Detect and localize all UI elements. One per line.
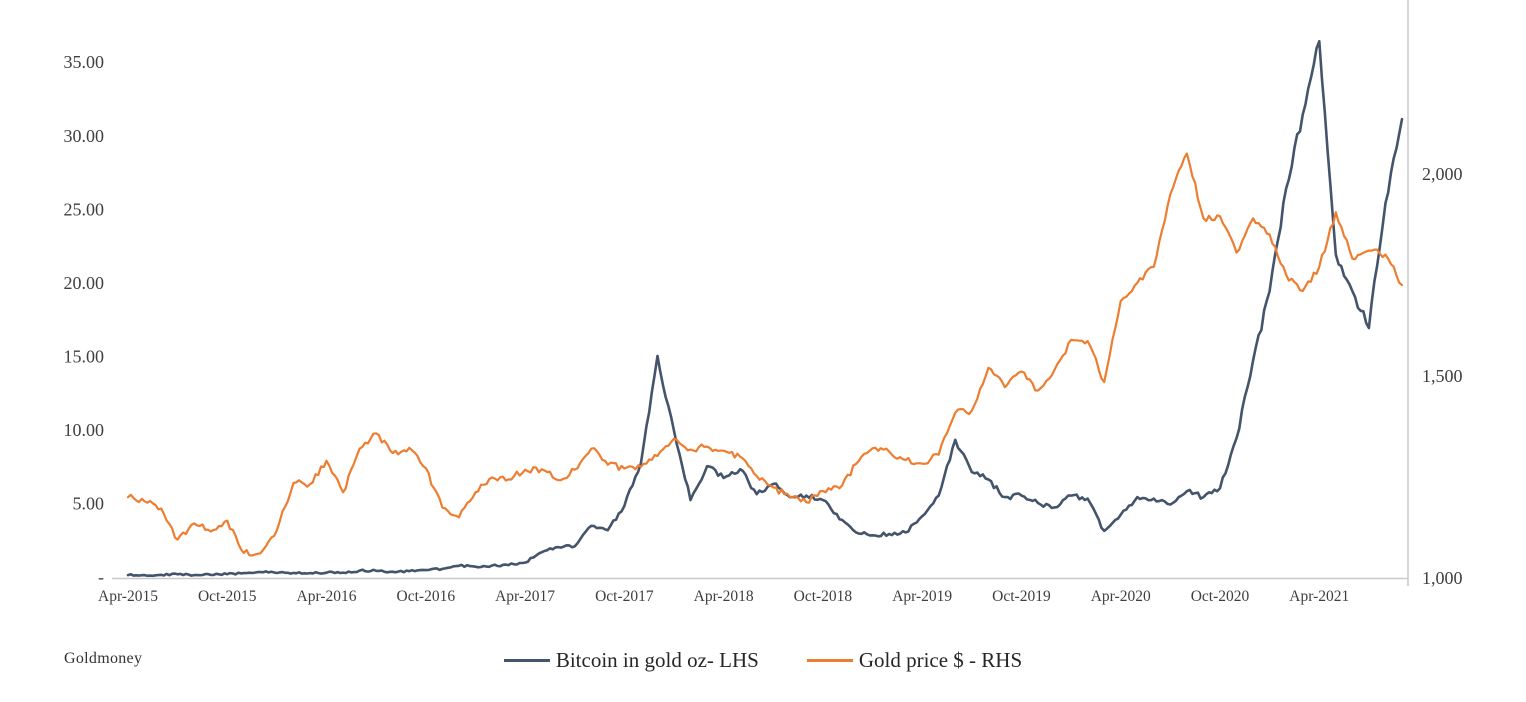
left-axis-tick-label: 25.00 (64, 199, 105, 219)
gold-line-swatch (806, 659, 853, 662)
left-axis-tick-label: - (98, 567, 104, 587)
x-axis-tick-label: Apr-2020 (1091, 588, 1151, 605)
x-axis-tick-label: Oct-2020 (1191, 588, 1250, 605)
left-axis-tick-label: 20.00 (64, 273, 105, 293)
x-axis-tick-label: Apr-2021 (1289, 588, 1349, 605)
x-axis-tick-label: Oct-2019 (992, 588, 1051, 605)
left-axis-tick-label: 30.00 (64, 126, 105, 146)
legend-label-gold: Gold price $ - RHS (858, 648, 1023, 672)
legend-item-bitcoin: Bitcoin in gold oz- LHS (503, 648, 759, 673)
legend-label-bitcoin: Bitcoin in gold oz- LHS (555, 648, 759, 672)
bitcoin-line (126, 39, 1404, 578)
left-axis-tick-label: 10.00 (64, 420, 105, 440)
x-axis-tick-label: Apr-2018 (694, 588, 754, 605)
gold-line (126, 152, 1404, 557)
left-axis-tick-label: 15.00 (64, 346, 105, 366)
legend-item-gold: Gold price $ - RHS (806, 648, 1023, 673)
x-axis-tick-label: Oct-2017 (595, 588, 654, 605)
dual-axis-line-chart: - 5.00 10.00 15.00 20.00 25.00 30.00 35.00 1,000… (64, 0, 1463, 605)
x-axis-tick-label: Oct-2018 (794, 588, 853, 605)
x-axis-tick-label: Apr-2019 (892, 588, 952, 605)
right-axis-tick-label: 2,000 (1422, 164, 1463, 184)
bitcoin-line-swatch (503, 659, 550, 662)
attribution: Goldmoney (64, 650, 143, 667)
legend: Bitcoin in gold oz- LHS Gold price $ - R… (0, 648, 1526, 673)
right-axis-tick-label: 1,500 (1422, 366, 1463, 386)
left-axis-tick-label: 5.00 (73, 493, 105, 513)
x-axis-tick-label: Apr-2016 (297, 588, 357, 605)
right-axis-tick-label: 1,000 (1422, 568, 1463, 588)
left-axis-tick-label: 35.00 (64, 52, 105, 72)
x-axis-tick-label: Apr-2015 (98, 588, 158, 605)
x-axis-tick-label: Apr-2017 (495, 588, 555, 605)
x-axis-tick-label: Oct-2015 (198, 588, 257, 605)
x-axis-tick-label: Oct-2016 (397, 588, 456, 605)
